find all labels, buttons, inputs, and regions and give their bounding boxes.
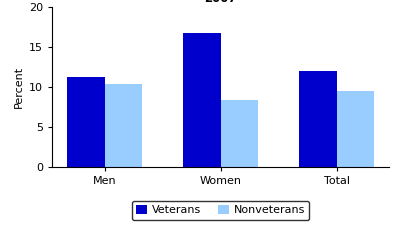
Bar [300,71,336,167]
Bar [183,33,221,167]
Bar [336,91,374,167]
Bar [105,84,142,167]
Bar [221,100,258,167]
Title: Unemployment rates of veterans who served since
September 2001 and nonveterans, : Unemployment rates of veterans who serve… [38,0,401,5]
Y-axis label: Percent: Percent [13,66,23,108]
Bar [67,77,105,167]
Legend: Veterans, Nonveterans: Veterans, Nonveterans [132,201,309,220]
